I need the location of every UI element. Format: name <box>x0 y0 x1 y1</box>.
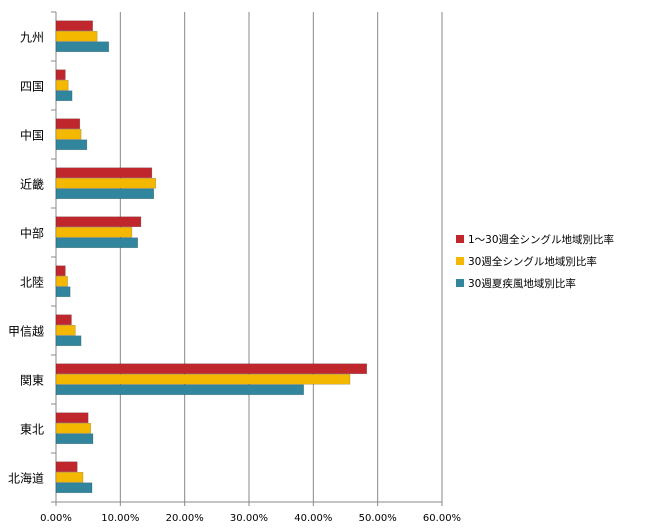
bar-3 <box>55 237 139 249</box>
bar-2 <box>55 373 351 385</box>
bar-1 <box>55 412 89 424</box>
category-label: 近畿 <box>20 178 44 192</box>
bar-2 <box>55 422 92 434</box>
x-tick-label: 20.00% <box>166 513 204 524</box>
bar-2 <box>55 30 98 42</box>
legend-label: 30週夏疾風地域別比率 <box>468 277 576 290</box>
legend-swatch <box>456 257 464 265</box>
bar-1 <box>55 461 78 473</box>
bar-3 <box>55 335 82 347</box>
legend-label: 1〜30週全シングル地域別比率 <box>468 233 614 246</box>
bar-1 <box>55 118 81 130</box>
bar-3 <box>55 482 93 494</box>
legend-label: 30週全シングル地域別比率 <box>468 255 597 268</box>
bar-3 <box>55 90 73 102</box>
legend-swatch <box>456 279 464 287</box>
category-label: 甲信越 <box>8 325 44 339</box>
bar-2 <box>55 324 76 336</box>
bar-1 <box>55 314 72 326</box>
bar-2 <box>55 177 157 189</box>
category-label: 中国 <box>20 128 44 143</box>
bar-2 <box>55 128 82 140</box>
bar-3 <box>55 188 155 200</box>
bar-2 <box>55 275 68 287</box>
category-label: 四国 <box>20 80 44 94</box>
bar-2 <box>55 79 69 91</box>
bar-1 <box>55 167 153 179</box>
category-label: 九州 <box>20 31 44 45</box>
category-label: 東北 <box>20 423 44 437</box>
legend-swatch <box>456 235 464 243</box>
category-label: 北陸 <box>20 276 44 290</box>
bar-1 <box>55 265 66 277</box>
bar-3 <box>55 433 94 445</box>
bar-3 <box>55 384 304 396</box>
bar-1 <box>55 216 142 228</box>
bar-1 <box>55 20 93 32</box>
bar-1 <box>55 69 66 81</box>
category-label: 北海道 <box>8 471 44 486</box>
x-tick-label: 10.00% <box>101 513 139 524</box>
category-label: 関東 <box>20 374 44 388</box>
x-tick-label: 0.00% <box>40 513 72 524</box>
bar-1 <box>55 363 368 375</box>
bar-3 <box>55 41 110 53</box>
category-label: 中部 <box>20 226 44 241</box>
x-tick-label: 60.00% <box>423 513 461 524</box>
x-tick-label: 40.00% <box>294 513 332 524</box>
x-tick-label: 30.00% <box>230 513 268 524</box>
bar-3 <box>55 286 71 298</box>
x-tick-label: 50.00% <box>359 513 397 524</box>
bar-2 <box>55 471 84 483</box>
bar-2 <box>55 226 133 238</box>
bar-3 <box>55 139 88 151</box>
